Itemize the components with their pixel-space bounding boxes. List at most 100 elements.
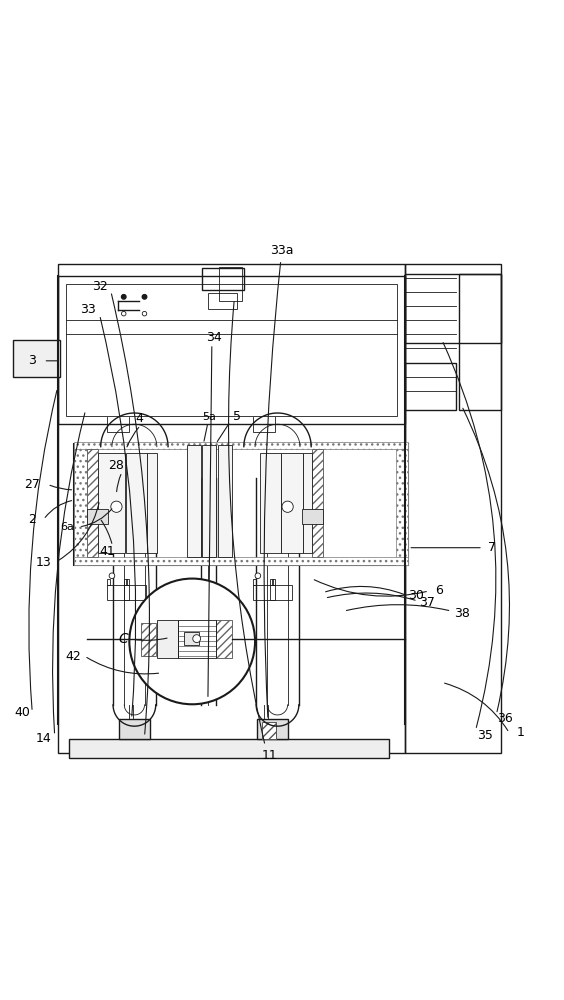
Bar (257, 719, 288, 739)
Bar (107, 585, 129, 600)
FancyArrowPatch shape (59, 503, 99, 560)
Text: 27: 27 (24, 478, 40, 491)
Text: 1: 1 (517, 726, 525, 739)
Bar (202, 445, 217, 557)
Bar (69, 739, 389, 758)
Circle shape (129, 579, 255, 704)
FancyArrowPatch shape (117, 474, 121, 492)
Circle shape (193, 635, 201, 643)
Bar (253, 424, 275, 432)
Bar (157, 620, 178, 658)
FancyArrowPatch shape (52, 413, 85, 733)
Bar (303, 453, 312, 553)
Bar (74, 442, 408, 449)
Text: C: C (119, 632, 129, 646)
Bar (187, 445, 201, 557)
FancyArrowPatch shape (208, 347, 212, 696)
Text: 4: 4 (135, 412, 143, 425)
Bar (126, 453, 147, 553)
Bar (272, 579, 275, 585)
Bar (202, 268, 244, 290)
FancyArrowPatch shape (217, 424, 229, 442)
Text: 34: 34 (206, 331, 222, 344)
FancyArrowPatch shape (45, 501, 72, 517)
Bar (253, 579, 256, 585)
FancyArrowPatch shape (29, 390, 57, 709)
Bar (259, 453, 281, 553)
Circle shape (142, 295, 147, 299)
Text: 37: 37 (419, 596, 435, 609)
Bar (406, 264, 501, 753)
Circle shape (282, 501, 293, 512)
Text: 32: 32 (92, 280, 108, 293)
Bar (281, 453, 303, 553)
FancyArrowPatch shape (82, 509, 112, 526)
Bar (107, 579, 111, 585)
Bar (253, 585, 275, 600)
Circle shape (111, 501, 122, 512)
Bar (208, 293, 237, 309)
Bar (406, 363, 456, 410)
Bar (12, 340, 60, 377)
Bar (217, 620, 232, 658)
Bar (406, 274, 501, 343)
Circle shape (142, 311, 147, 316)
Text: 41: 41 (99, 545, 114, 558)
Text: 33a: 33a (270, 244, 294, 257)
Bar (124, 579, 127, 585)
Bar (459, 274, 501, 410)
Bar (312, 449, 323, 557)
Bar (219, 267, 241, 301)
Text: 42: 42 (65, 650, 81, 663)
Bar (74, 444, 408, 565)
Text: 5a: 5a (202, 412, 216, 422)
FancyArrowPatch shape (127, 427, 139, 447)
Circle shape (121, 311, 126, 316)
Bar (87, 449, 98, 557)
FancyArrowPatch shape (50, 485, 72, 490)
Bar (178, 675, 187, 684)
FancyArrowPatch shape (264, 263, 280, 717)
Text: 6a: 6a (61, 522, 74, 532)
Text: 2: 2 (28, 513, 36, 526)
Bar (262, 722, 276, 739)
Text: 33: 33 (81, 303, 96, 316)
Bar (178, 620, 217, 658)
Circle shape (255, 573, 261, 579)
FancyArrowPatch shape (346, 605, 449, 610)
Bar (58, 276, 406, 424)
Text: 40: 40 (15, 706, 30, 719)
Bar (107, 424, 129, 432)
Text: 7: 7 (488, 541, 496, 554)
Text: 35: 35 (477, 729, 493, 742)
Bar (140, 623, 156, 656)
FancyArrowPatch shape (87, 657, 158, 674)
Bar (218, 445, 232, 557)
FancyArrowPatch shape (443, 343, 496, 727)
Bar (66, 284, 397, 416)
FancyArrowPatch shape (463, 408, 509, 712)
Text: 14: 14 (36, 732, 51, 745)
Bar (119, 719, 150, 739)
Text: 13: 13 (36, 556, 51, 569)
Bar (87, 509, 108, 524)
Text: 38: 38 (453, 607, 469, 620)
Bar (58, 264, 406, 753)
Text: 30: 30 (408, 589, 424, 602)
Text: 5: 5 (233, 410, 241, 423)
Bar (270, 585, 292, 600)
FancyArrowPatch shape (100, 317, 136, 716)
Bar (162, 672, 178, 686)
Text: 3: 3 (28, 354, 36, 367)
Text: 36: 36 (497, 712, 513, 725)
FancyArrowPatch shape (327, 593, 415, 600)
Bar (124, 585, 146, 600)
Circle shape (109, 573, 114, 579)
FancyArrowPatch shape (444, 683, 508, 731)
Bar (74, 557, 408, 565)
Bar (126, 579, 129, 585)
Bar (270, 579, 273, 585)
Bar (74, 444, 87, 565)
FancyArrowPatch shape (228, 302, 265, 743)
Text: 11: 11 (262, 749, 277, 762)
